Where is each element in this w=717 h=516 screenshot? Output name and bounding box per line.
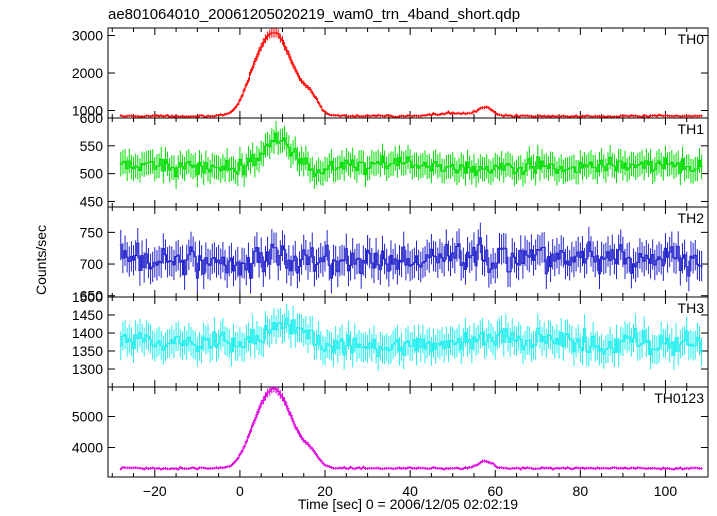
- series-line: [119, 32, 703, 118]
- y-tick-label: 450: [80, 193, 104, 209]
- y-tick-label: 1450: [72, 307, 103, 323]
- y-axis-label: Counts/sec: [33, 225, 49, 295]
- series-th0: [119, 28, 703, 118]
- series-th0123: [119, 387, 703, 471]
- panel-frame: [107, 27, 709, 119]
- series-th2: [119, 222, 703, 294]
- y-tick-label: 700: [80, 256, 104, 272]
- series-line: [119, 132, 703, 178]
- series-line: [119, 317, 703, 357]
- y-tick-label: 750: [80, 224, 104, 240]
- y-tick-label: 1500: [72, 289, 103, 305]
- panel-label: TH1: [678, 121, 705, 137]
- y-tick-label: 4000: [72, 440, 103, 456]
- y-tick-label: 500: [80, 166, 104, 182]
- series-th3: [119, 303, 703, 371]
- panel-th0: 1000 2000 3000 TH0: [72, 27, 709, 119]
- x-tick-label: 0: [236, 483, 244, 499]
- series-line: [119, 237, 703, 279]
- panel-th0123: 4000 5000 −20 0 20 40 60 80 100 TH0123: [72, 386, 709, 499]
- x-tick-label: 60: [487, 483, 503, 499]
- x-tick-label: −20: [143, 483, 167, 499]
- panel-label: TH0: [678, 31, 705, 47]
- y-tick-label: 5000: [72, 408, 103, 424]
- y-tick-label: 1350: [72, 343, 103, 359]
- y-tick-label: 1400: [72, 325, 103, 341]
- y-tick-label: 2000: [72, 65, 103, 81]
- y-tick-label: 550: [80, 138, 104, 154]
- panel-label: TH2: [678, 210, 705, 226]
- chart-title: ae801064010_20061205020219_wam0_trn_4ban…: [108, 6, 520, 23]
- x-axis-label: Time [sec] 0 = 2006/12/05 02:02:19: [298, 496, 518, 512]
- panel-th2: 650 700 750 TH2: [80, 206, 709, 304]
- y-tick-label: 600: [80, 110, 104, 126]
- x-tick-label: 20: [317, 483, 333, 499]
- x-tick-label: 80: [573, 483, 589, 499]
- y-tick-label: 650: [80, 288, 104, 304]
- panel-th3: 1300 1350 1400 1450 1500 TH3: [72, 289, 709, 388]
- panel-frame: [107, 386, 709, 478]
- x-tick-label: 40: [402, 483, 418, 499]
- panel-th1: 450 500 550 600 TH1: [80, 110, 709, 209]
- series-line: [119, 387, 703, 470]
- y-tick-label: 3000: [72, 28, 103, 44]
- panel-label: TH3: [678, 300, 705, 316]
- series-th1: [119, 120, 703, 190]
- y-tick-label: 1000: [72, 103, 103, 119]
- y-tick-label: 1300: [72, 361, 103, 377]
- x-tick-label: 100: [654, 483, 678, 499]
- panel-label: TH0123: [654, 390, 704, 406]
